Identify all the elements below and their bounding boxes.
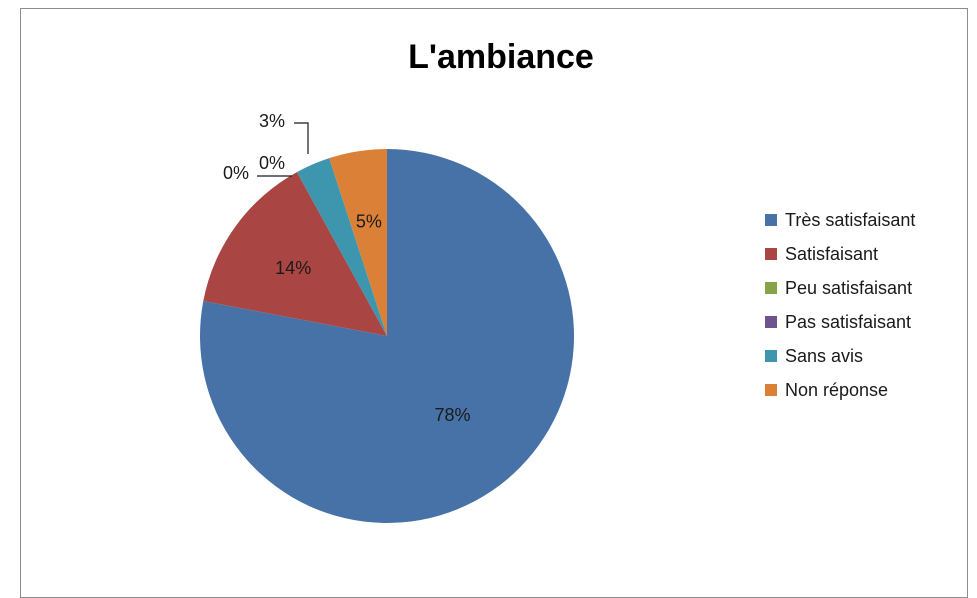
legend-item: Pas satisfaisant [765, 305, 915, 339]
legend-item: Non réponse [765, 373, 915, 407]
legend-swatch [765, 384, 777, 396]
leader-line [294, 122, 309, 154]
pie-chart: 78% 14% 0% 0% 3% 5% [200, 111, 574, 523]
legend-item: Sans avis [765, 339, 915, 373]
legend-label: Satisfaisant [785, 243, 879, 264]
legend-label: Peu satisfaisant [785, 277, 913, 298]
legend-item: Satisfaisant [765, 237, 915, 271]
legend-swatch [765, 214, 777, 226]
legend-label: Très satisfaisant [785, 209, 916, 230]
legend-label: Pas satisfaisant [785, 311, 912, 332]
legend-item: Peu satisfaisant [765, 271, 915, 305]
legend-swatch [765, 248, 777, 260]
data-label-sans-avis: 3% [259, 111, 285, 131]
legend-item: Très satisfaisant [765, 203, 915, 237]
data-label-peu-satisfaisant: 0% [223, 163, 249, 183]
legend-swatch [765, 350, 777, 362]
data-label-non-reponse: 5% [356, 211, 382, 231]
legend-label: Non réponse [785, 379, 889, 400]
data-label-pas-satisfaisant: 0% [259, 153, 285, 173]
legend: Très satisfaisant Satisfaisant Peu satis… [765, 203, 915, 407]
legend-swatch [765, 316, 777, 328]
legend-label: Sans avis [785, 345, 864, 366]
legend-swatch [765, 282, 777, 294]
chart-title: L'ambiance [408, 38, 594, 76]
data-label-tres-satisfaisant: 78% [435, 405, 471, 425]
pie-slice-satisfaisant [203, 172, 387, 336]
pie-slice-non-reponse [329, 149, 387, 336]
pie-slice-sans-avis [296, 158, 387, 336]
data-label-satisfaisant: 14% [275, 258, 311, 278]
